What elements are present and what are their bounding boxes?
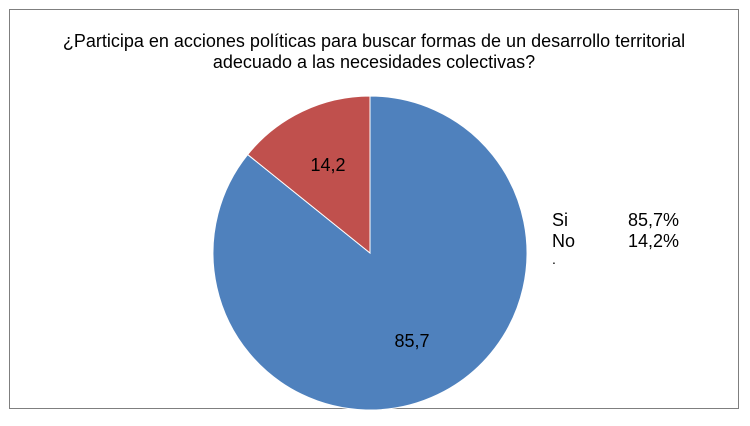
chart-title: ¿Participa en acciones políticas para bu… [9, 31, 739, 73]
legend-entry-si: Si 85,7% [552, 210, 679, 231]
data-label-si: 85,7 [395, 331, 430, 351]
legend-dot: . [552, 251, 556, 267]
chart-title-line-2: adecuado a las necesidades colectivas? [212, 52, 536, 72]
legend-value-si: 85,7% [627, 210, 679, 230]
legend-label-no: No [552, 231, 576, 251]
pie-slice-no [246, 95, 371, 255]
legend-value-no: 14,2% [627, 231, 679, 251]
legend-label-si: Si [552, 210, 569, 230]
legend-entry-no: No 14,2% [552, 231, 679, 252]
chart-title-line-1: ¿Participa en acciones políticas para bu… [62, 31, 686, 51]
legend: Si 85,7% No 14,2% . [552, 210, 679, 266]
data-label-no: 14,2 [310, 155, 345, 175]
